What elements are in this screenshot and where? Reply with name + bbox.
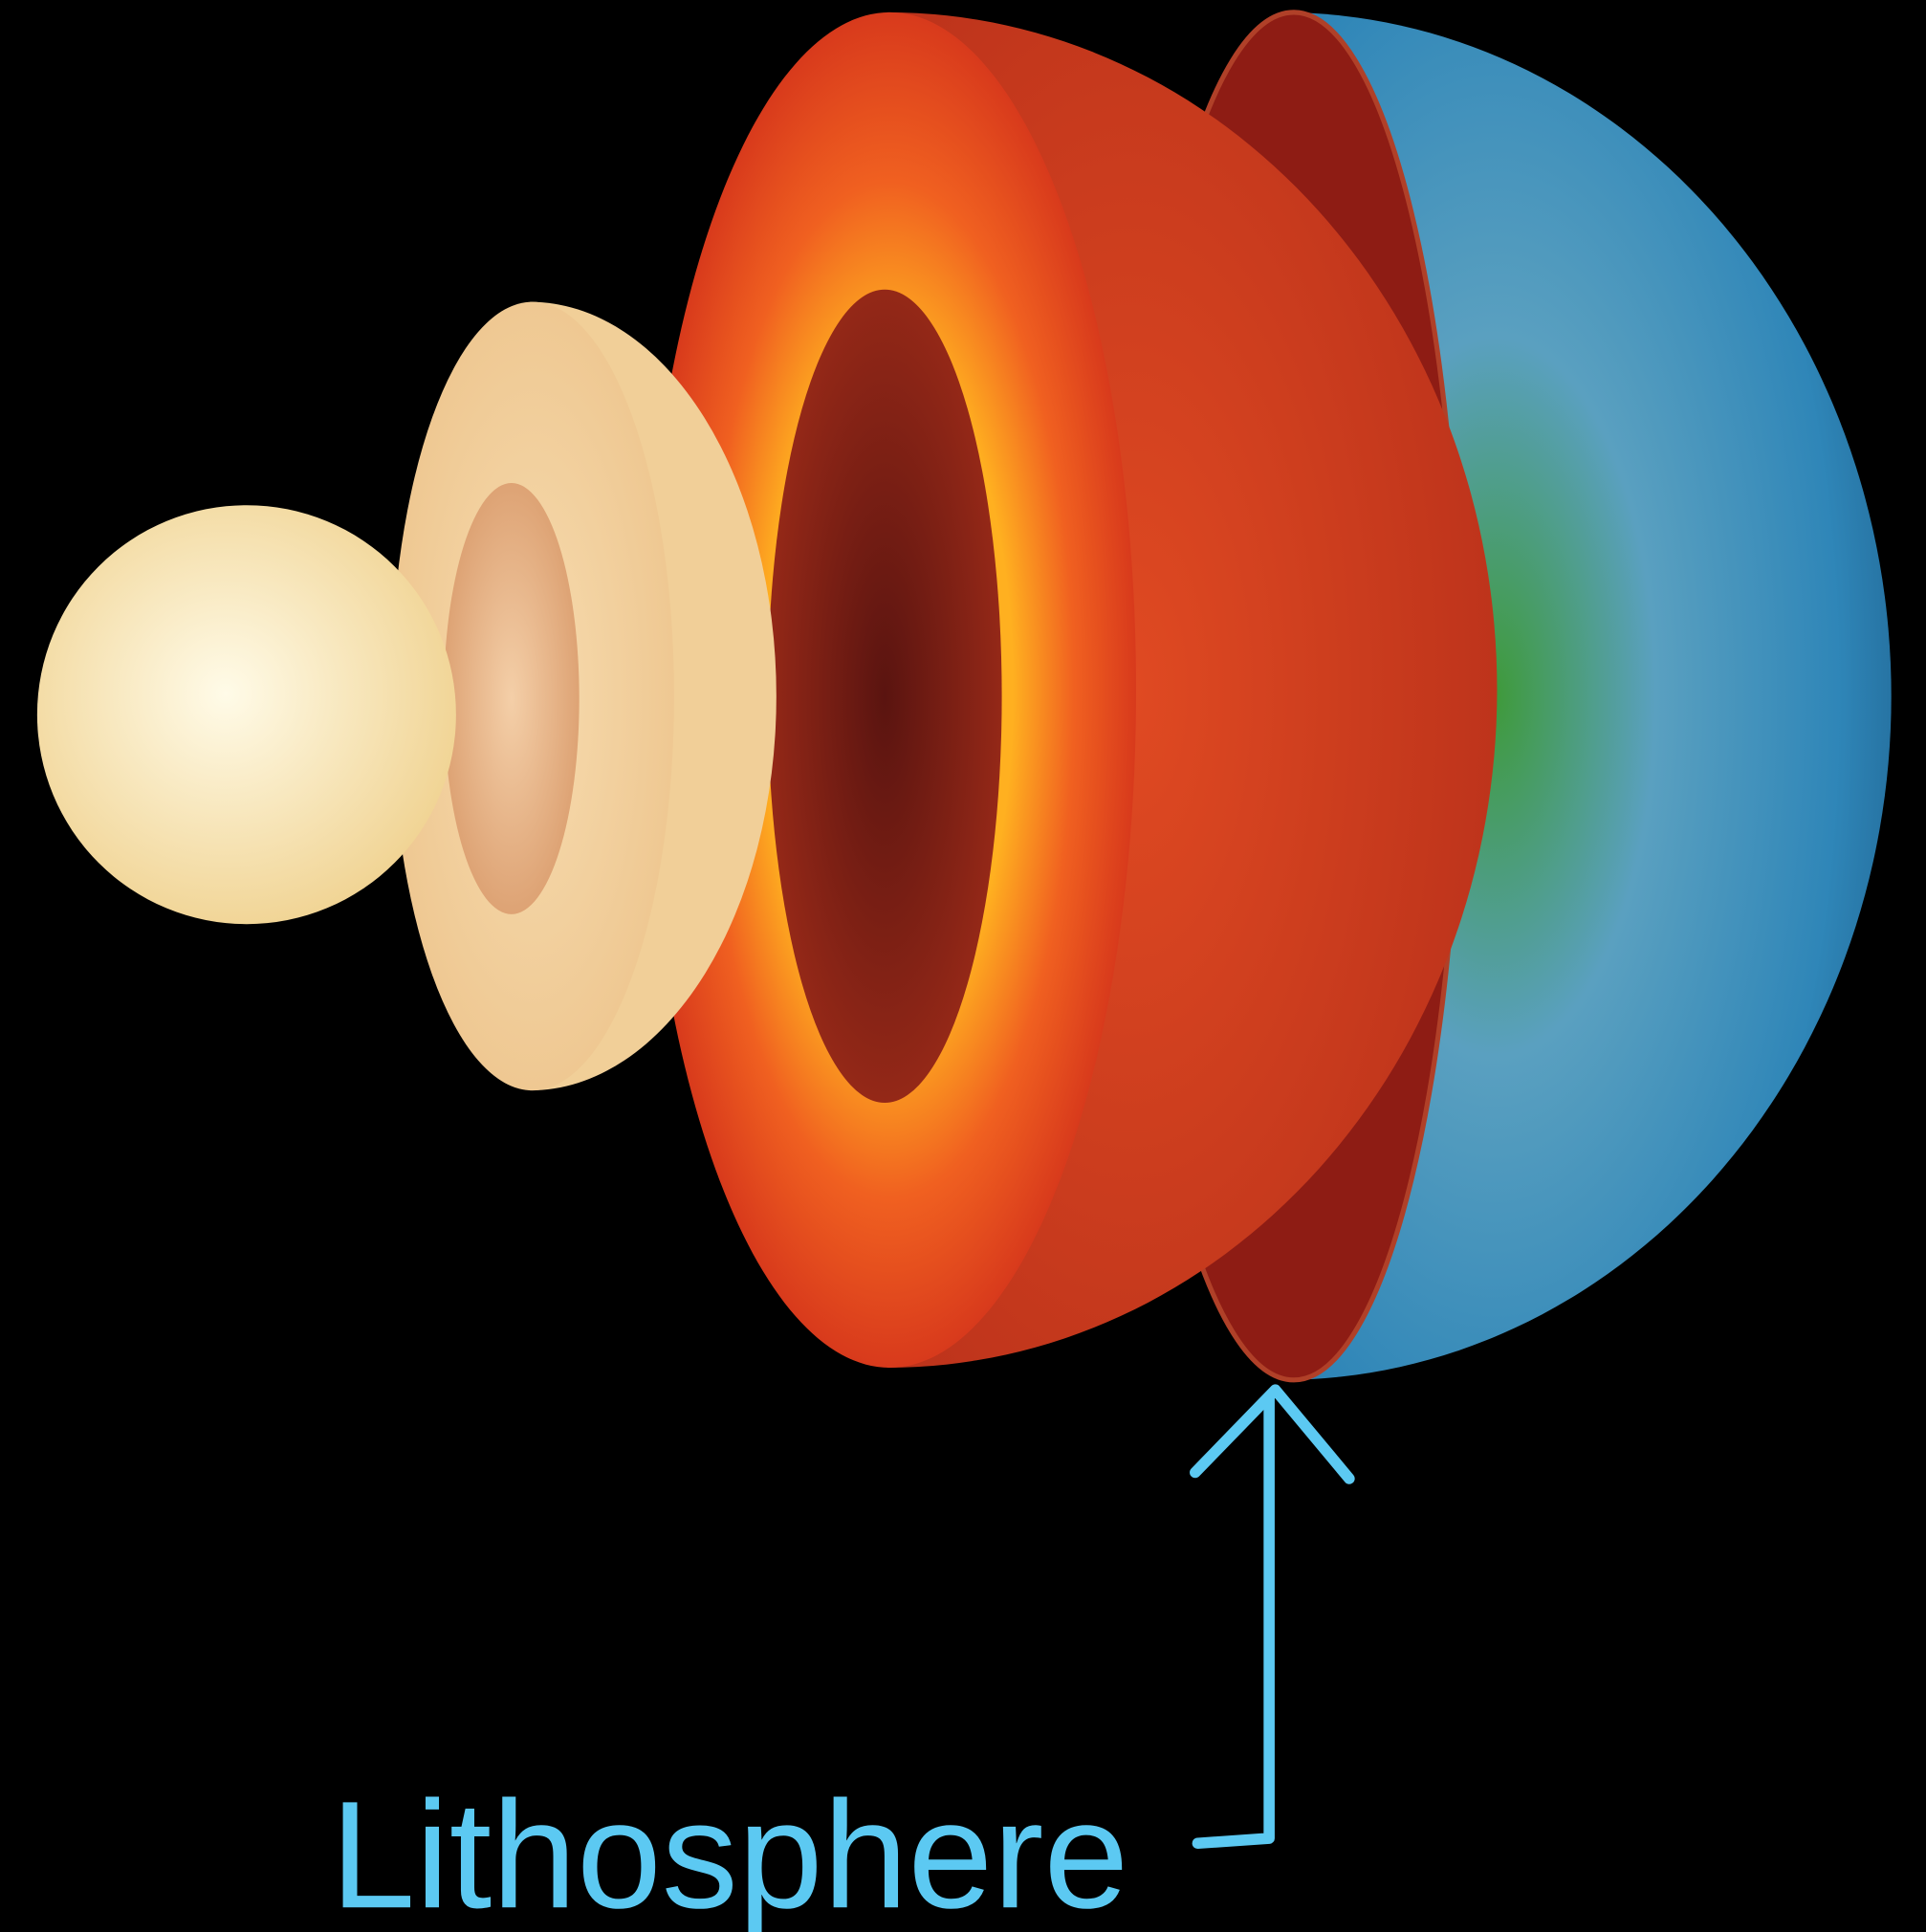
layer-label: Lithosphere	[330, 1768, 1128, 1932]
inner-core	[36, 505, 456, 925]
outer-core-hole	[443, 483, 580, 914]
mantle-hole	[767, 289, 1002, 1103]
arrow	[1190, 1384, 1355, 1850]
